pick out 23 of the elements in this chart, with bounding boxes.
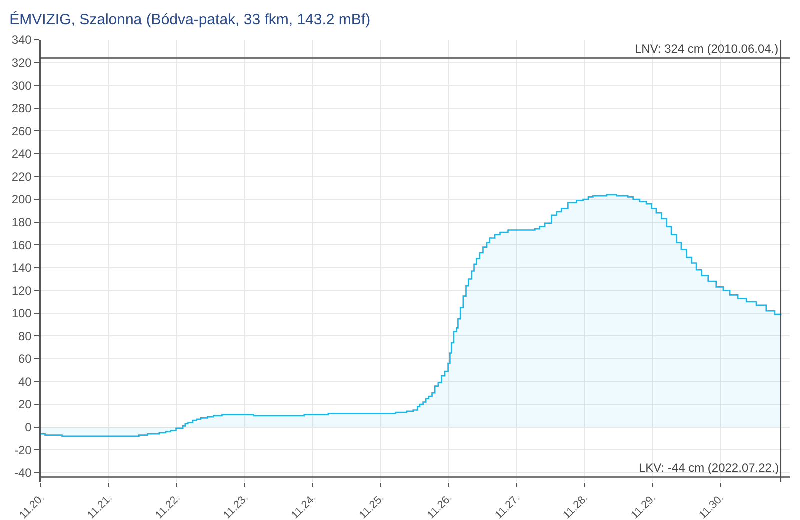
y-tick-label: 180 xyxy=(12,215,32,230)
y-tick-label: 160 xyxy=(12,238,32,252)
y-tick-label: 40 xyxy=(18,374,32,389)
y-tick-label: -20 xyxy=(14,443,32,458)
y-tick-label: 80 xyxy=(18,329,32,344)
ref-line-label: LKV: -44 cm (2022.07.22.) xyxy=(639,461,780,475)
y-tick-label: 120 xyxy=(12,284,32,298)
y-tick-label: -40 xyxy=(14,466,32,480)
y-tick-label: 240 xyxy=(12,147,32,162)
y-tick-label: 200 xyxy=(12,192,32,207)
y-tick-label: 260 xyxy=(12,124,32,138)
y-tick-label: 60 xyxy=(18,352,32,366)
chart-title: ÉMVIZIG, Szalonna (Bódva-patak, 33 fkm, 143.2 mBf) xyxy=(10,10,371,28)
ref-line-label: LNV: 324 cm (2010.06.04.) xyxy=(635,42,779,56)
y-tick-label: 0 xyxy=(25,420,32,435)
y-tick-label: 140 xyxy=(12,261,32,276)
y-tick-label: 20 xyxy=(18,398,32,412)
y-tick-label: 220 xyxy=(12,170,32,184)
y-tick-label: 280 xyxy=(12,102,32,116)
y-tick-label: 100 xyxy=(12,306,32,321)
y-tick-label: 300 xyxy=(12,78,32,93)
y-tick-label: 320 xyxy=(12,56,32,70)
y-tick-label: 340 xyxy=(12,33,32,48)
